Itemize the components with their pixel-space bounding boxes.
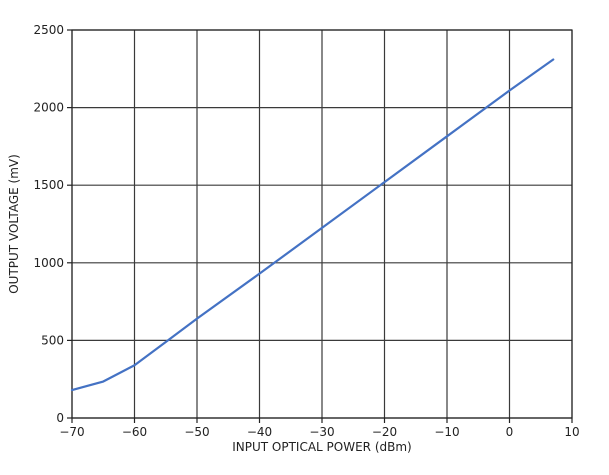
y-axis-ticks: 0 500 1000 1500 2000 2500	[33, 23, 72, 425]
x-axis-ticks: −70 −60 −50 −40 −30 −20 −10 0 10	[59, 418, 580, 439]
y-tick-label: 0	[56, 411, 64, 425]
series-layer	[70, 58, 555, 392]
y-tick-label: 1000	[33, 256, 64, 270]
x-tick-label: 0	[506, 425, 514, 439]
series-line	[70, 58, 555, 392]
x-tick-label: −40	[247, 425, 272, 439]
y-tick-label: 1500	[33, 178, 64, 192]
y-tick-label: 2000	[33, 101, 64, 115]
x-tick-label: −70	[59, 425, 84, 439]
x-tick-label: −60	[122, 425, 147, 439]
y-tick-label: 500	[41, 333, 64, 347]
x-tick-label: −20	[372, 425, 397, 439]
x-tick-label: −50	[184, 425, 209, 439]
x-tick-label: −30	[309, 425, 334, 439]
grid	[71, 29, 573, 419]
x-tick-label: 10	[564, 425, 579, 439]
x-axis-title: INPUT OPTICAL POWER (dBm)	[232, 440, 412, 454]
y-tick-label: 2500	[33, 23, 64, 37]
x-tick-label: −10	[434, 425, 459, 439]
y-axis-title: OUTPUT VOLTAGE (mV)	[7, 154, 21, 294]
